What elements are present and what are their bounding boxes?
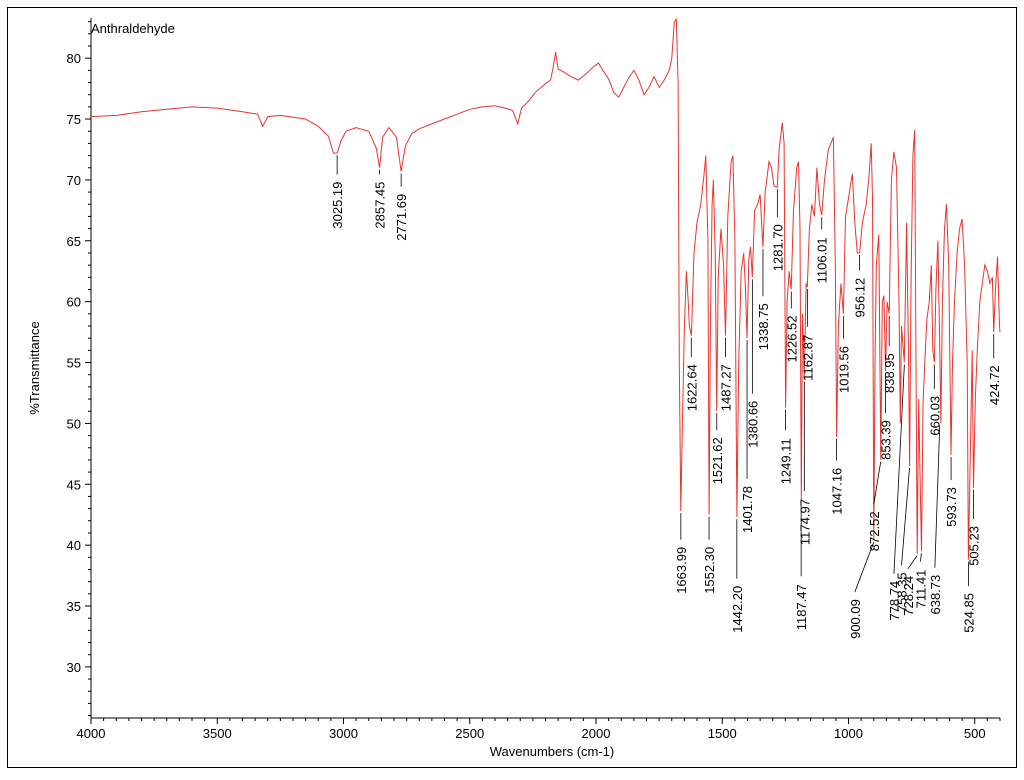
x-tick-label: 1000 bbox=[834, 726, 863, 741]
peak-label: 1380.66 bbox=[745, 401, 760, 448]
y-tick-label: 35 bbox=[67, 599, 81, 614]
peak-label: 1174.97 bbox=[797, 499, 812, 545]
peak-label: 660.03 bbox=[927, 396, 942, 436]
x-tick-label: 4000 bbox=[77, 726, 106, 741]
peak-label: 1249.11 bbox=[779, 438, 794, 484]
y-tick-label: 60 bbox=[67, 295, 81, 310]
peak-label: 853.39 bbox=[879, 420, 894, 460]
x-tick-label: 3000 bbox=[329, 726, 358, 741]
peak-label: 505.23 bbox=[966, 526, 981, 566]
peak-label: 872.52 bbox=[867, 511, 882, 551]
y-axis-ticks: 30 35 40 45 50 55 60 65 70 75 80 bbox=[67, 21, 91, 717]
x-axis-ticks: 4000 3500 3000 2500 2000 1500 1000 500 bbox=[77, 718, 1001, 741]
peak-label: 1521.62 bbox=[710, 437, 725, 484]
peak-label: 3025.19 bbox=[330, 182, 345, 229]
y-tick-label: 70 bbox=[67, 173, 81, 188]
plot-area: 30 35 40 45 50 55 60 65 70 75 80 4000 3500 3000 2500 2… bbox=[67, 17, 1002, 741]
peak-leader-line bbox=[901, 467, 910, 566]
peak-label: 2771.69 bbox=[394, 194, 409, 241]
peak-label: 711.41 bbox=[914, 570, 929, 609]
y-tick-label: 80 bbox=[67, 51, 81, 66]
peak-label: 1019.56 bbox=[837, 346, 852, 393]
peak-leader-line bbox=[893, 364, 905, 574]
peak-leader-line bbox=[907, 555, 918, 570]
spectrum-line bbox=[90, 17, 1001, 560]
peak-labels: 3025.19 2857.45 2771.69 1663.99 1622.64 1552.… bbox=[330, 155, 1002, 639]
y-tick-label: 50 bbox=[67, 416, 81, 431]
outer-border bbox=[7, 7, 1017, 768]
peak-label: 524.85 bbox=[962, 593, 977, 633]
peak-label: 758.35 bbox=[895, 572, 910, 612]
peak-label: 1401.78 bbox=[740, 486, 755, 533]
peak-label: 424.72 bbox=[987, 365, 1002, 405]
peak-label: 2857.45 bbox=[373, 182, 388, 229]
peak-label: 1622.64 bbox=[684, 364, 699, 411]
peak-label: 1106.01 bbox=[815, 237, 830, 283]
peak-label: 956.12 bbox=[853, 278, 868, 318]
y-tick-label: 55 bbox=[67, 356, 81, 371]
peak-label: 778.74 bbox=[887, 581, 902, 621]
y-tick-label: 45 bbox=[67, 477, 81, 492]
peak-label: 1338.75 bbox=[756, 303, 771, 350]
peak-label: 1663.99 bbox=[674, 547, 689, 594]
peak-leader-line bbox=[934, 425, 941, 568]
y-tick-label: 40 bbox=[67, 538, 81, 553]
y-tick-label: 75 bbox=[67, 112, 81, 127]
peak-label: 1226.52 bbox=[784, 316, 799, 363]
x-tick-label: 3500 bbox=[203, 726, 232, 741]
y-axis-title: %Transmittance bbox=[27, 321, 42, 414]
peak-label: 1162.87 bbox=[800, 335, 815, 381]
peak-label: 900.09 bbox=[848, 599, 863, 639]
peak-leader-line bbox=[854, 542, 875, 593]
peak-label: 1187.47 bbox=[794, 584, 809, 630]
peak-label: 1047.16 bbox=[830, 468, 845, 515]
peak-label: 593.73 bbox=[944, 487, 959, 527]
x-tick-label: 1500 bbox=[708, 726, 737, 741]
x-tick-label: 2500 bbox=[455, 726, 484, 741]
peak-label: 838.95 bbox=[882, 353, 897, 393]
x-tick-label: 2000 bbox=[582, 726, 611, 741]
peak-leader-line bbox=[873, 461, 882, 505]
peak-label: 1552.30 bbox=[702, 547, 717, 594]
x-tick-label: 500 bbox=[964, 726, 986, 741]
chart-title: Anthraldehyde bbox=[91, 21, 175, 36]
peak-label: 728.24 bbox=[901, 576, 916, 616]
peak-leader-line bbox=[920, 553, 922, 562]
y-tick-label: 30 bbox=[67, 660, 81, 675]
peak-label: 1281.70 bbox=[770, 224, 785, 271]
peak-label: 638.73 bbox=[928, 575, 943, 615]
peak-label: 1487.27 bbox=[719, 364, 734, 411]
x-axis-title: Wavenumbers (cm-1) bbox=[490, 744, 614, 759]
peak-label: 1442.20 bbox=[730, 586, 745, 633]
y-tick-label: 65 bbox=[67, 234, 81, 249]
